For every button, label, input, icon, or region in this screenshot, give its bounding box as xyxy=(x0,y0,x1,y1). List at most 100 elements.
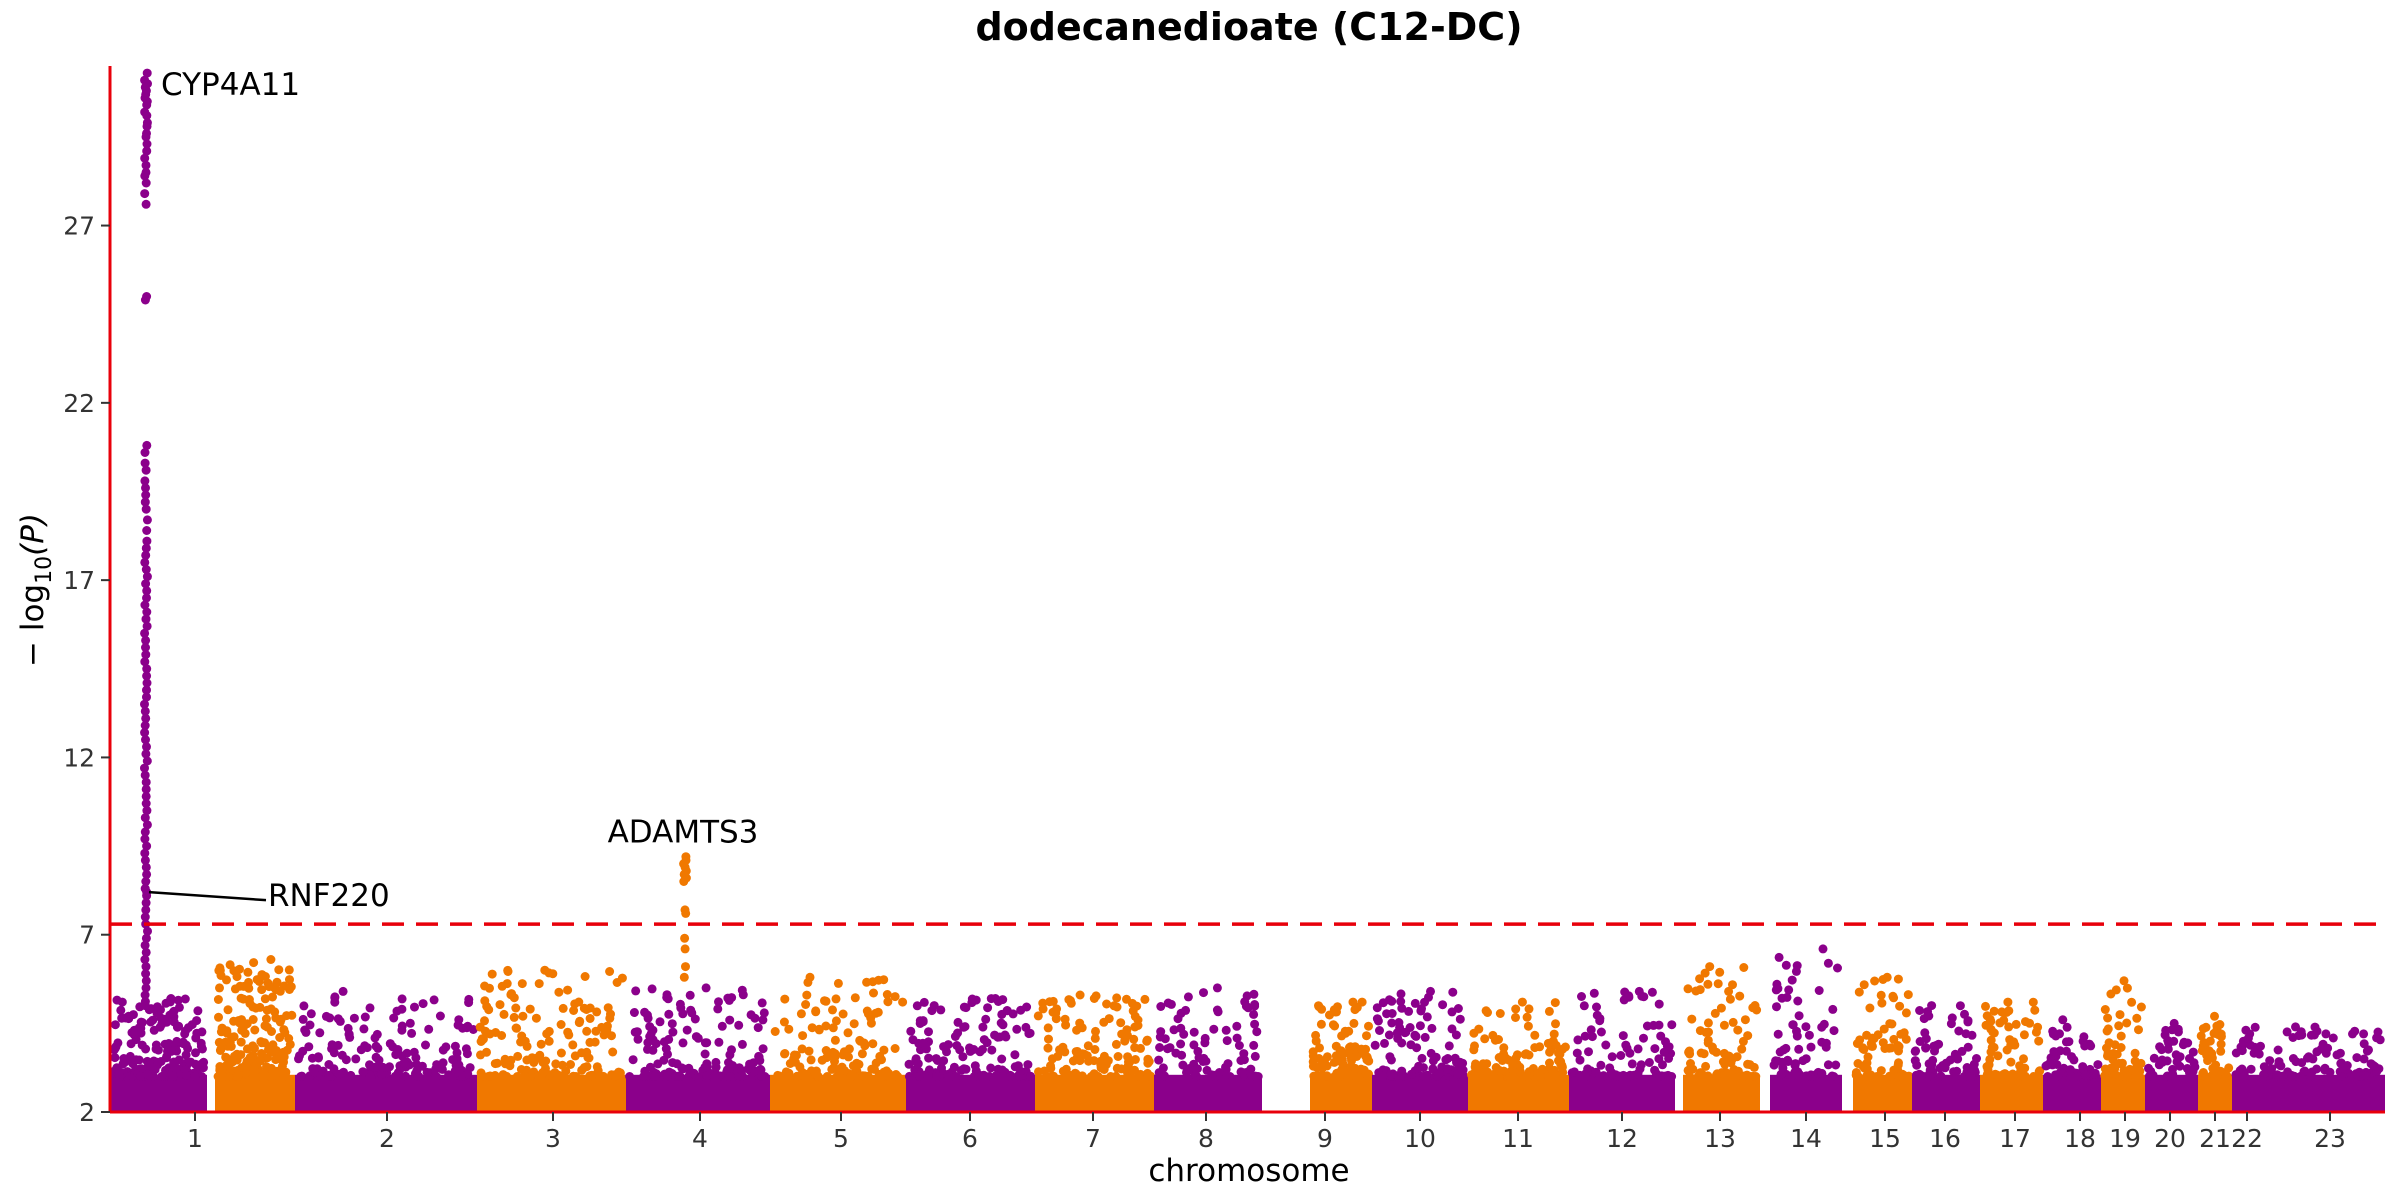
x-tick-label-chr4: 4 xyxy=(692,1124,708,1153)
data-point xyxy=(1831,1060,1841,1070)
data-point xyxy=(1444,1041,1454,1051)
data-point xyxy=(490,1059,500,1069)
data-point xyxy=(341,1055,351,1065)
data-point xyxy=(1592,1010,1602,1020)
chromosome-band-6 xyxy=(770,1074,906,1112)
data-point xyxy=(1130,1011,1140,1021)
data-point xyxy=(128,1058,138,1068)
data-point xyxy=(1992,1070,2002,1080)
data-point xyxy=(2010,1040,2020,1050)
data-point xyxy=(1619,995,1629,1005)
data-point xyxy=(1384,1030,1394,1040)
data-point xyxy=(1385,1071,1395,1081)
data-point xyxy=(1427,1023,1437,1033)
data-point xyxy=(169,1006,179,1016)
data-point xyxy=(2361,1071,2371,1081)
data-point xyxy=(1250,1001,1260,1011)
data-point xyxy=(2332,1050,2342,1060)
data-point xyxy=(235,964,244,974)
data-point xyxy=(685,990,695,1000)
data-point xyxy=(1550,998,1560,1008)
data-point xyxy=(2239,1072,2249,1081)
data-point xyxy=(1071,1047,1081,1057)
hit-point-CYP4A11 xyxy=(140,955,150,964)
data-point xyxy=(476,1050,485,1060)
data-point xyxy=(780,1049,790,1058)
data-point xyxy=(738,990,748,1000)
data-point xyxy=(834,1071,844,1081)
data-point xyxy=(462,1023,472,1033)
peak-point-chr14 xyxy=(1705,962,1715,972)
hit-point-CYP4A11 xyxy=(141,877,151,886)
data-point xyxy=(230,984,240,994)
data-point xyxy=(1033,1011,1043,1021)
data-point xyxy=(690,1014,700,1024)
data-point xyxy=(860,1041,870,1051)
data-point xyxy=(1863,1052,1873,1062)
data-point xyxy=(915,1016,925,1026)
hit-point-CYP4A11 xyxy=(143,926,152,936)
data-point xyxy=(2114,1058,2124,1068)
y-axis-title: − log10(P) xyxy=(15,513,57,667)
data-point xyxy=(913,1059,923,1069)
chromosome-band-9 xyxy=(1154,1074,1262,1112)
data-point xyxy=(1201,1056,1211,1066)
hit-point-CYP4A11 xyxy=(141,947,151,957)
data-point xyxy=(1722,1070,1732,1079)
data-point xyxy=(1649,1020,1659,1030)
data-point xyxy=(497,1031,507,1040)
data-point xyxy=(2288,1033,2298,1042)
data-point xyxy=(1877,998,1887,1008)
data-point xyxy=(1483,1008,1492,1017)
x-tick-label-chr22: 22 xyxy=(2231,1124,2263,1153)
data-point xyxy=(1749,1062,1759,1072)
data-point xyxy=(1399,1071,1408,1081)
data-point xyxy=(647,984,657,994)
data-point xyxy=(603,1003,613,1013)
data-point xyxy=(1894,1042,1904,1052)
data-point xyxy=(1739,963,1749,972)
data-point xyxy=(377,1069,387,1079)
data-point xyxy=(1412,1043,1422,1053)
data-point xyxy=(1773,1056,1783,1066)
data-point xyxy=(1686,1059,1695,1068)
data-point xyxy=(1743,1059,1753,1069)
data-point xyxy=(1416,1006,1426,1016)
data-point xyxy=(814,1024,824,1034)
data-point xyxy=(1773,1029,1783,1039)
data-point xyxy=(463,1069,473,1079)
data-point xyxy=(1596,1060,1606,1070)
data-point xyxy=(435,1011,445,1021)
hit-point-CYP4A11 xyxy=(140,628,150,638)
data-point xyxy=(1580,1072,1590,1081)
hit-point-CYP4A11 xyxy=(142,536,152,546)
x-tick-label-chr3: 3 xyxy=(545,1124,561,1153)
peak-point-chr8 xyxy=(1075,990,1085,1000)
data-point xyxy=(1823,1060,1833,1070)
hit-point-ADAMTS3 xyxy=(679,877,689,886)
data-point xyxy=(1746,1072,1756,1081)
data-point xyxy=(1901,1008,1911,1018)
data-point xyxy=(1345,1043,1354,1052)
x-tick-label-chr11: 11 xyxy=(1502,1124,1534,1153)
peak-point-chr1 xyxy=(166,994,176,1003)
data-point xyxy=(391,1050,401,1060)
data-point xyxy=(2359,1054,2369,1064)
data-point xyxy=(1335,1046,1345,1056)
hit-point-CYP4A11 xyxy=(141,199,151,209)
data-point xyxy=(2102,1026,2112,1036)
hit-point-CYP4A11 xyxy=(140,834,150,844)
data-point xyxy=(418,999,428,1009)
data-point xyxy=(120,1057,130,1067)
data-point xyxy=(285,975,294,985)
data-point xyxy=(248,1015,258,1024)
data-point xyxy=(1380,1038,1389,1048)
data-point xyxy=(1853,1059,1863,1068)
data-point xyxy=(1232,1021,1242,1031)
data-point xyxy=(1873,1030,1883,1040)
peak-point-chr5 xyxy=(701,983,711,993)
hit-point-CYP4A11 xyxy=(141,784,151,794)
data-point xyxy=(713,1004,723,1014)
data-point xyxy=(1887,1019,1897,1029)
